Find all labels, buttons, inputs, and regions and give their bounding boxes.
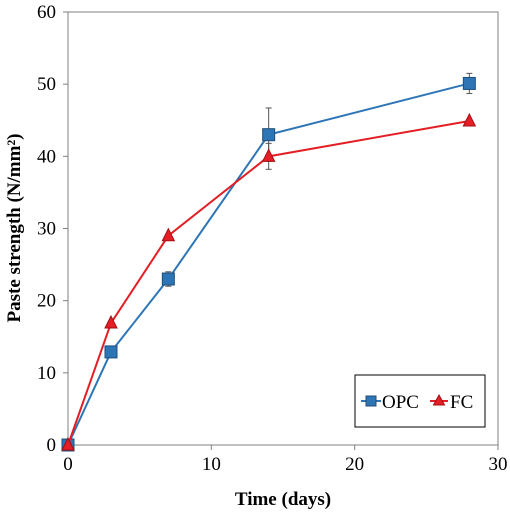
series-layer — [61, 72, 477, 452]
x-axis-ticks: 0 10 20 30 — [63, 445, 508, 475]
legend-fc-label: FC — [450, 392, 473, 413]
y-tick-label: 30 — [37, 219, 56, 240]
x-tick-label: 30 — [489, 454, 508, 475]
series-fc — [61, 112, 477, 451]
data-point-fc — [261, 148, 276, 162]
data-point-opc — [104, 345, 118, 359]
x-axis-title: Time (days) — [235, 489, 331, 510]
x-tick-label: 20 — [345, 454, 364, 475]
y-tick-label: 60 — [37, 2, 56, 23]
y-axis-ticks: 0 10 20 30 40 50 60 — [37, 2, 68, 456]
data-point-opc — [262, 128, 276, 142]
x-tick-label: 0 — [63, 454, 73, 475]
data-point-fc — [462, 112, 477, 127]
data-point-fc — [61, 436, 75, 451]
y-tick-label: 20 — [37, 291, 56, 312]
x-tick-label: 10 — [202, 454, 221, 475]
data-point-opc — [161, 272, 175, 286]
data-point-fc — [161, 227, 176, 242]
y-axis-title: Paste strength (N/mm²) — [4, 134, 25, 323]
legend-opc-marker — [365, 395, 377, 407]
series-opc — [61, 72, 476, 452]
data-point-opc — [462, 76, 476, 90]
y-tick-label: 50 — [37, 74, 56, 95]
legend-fc-marker — [432, 393, 446, 406]
y-tick-label: 10 — [37, 363, 56, 384]
legend: OPC FC — [354, 374, 486, 428]
y-tick-label: 40 — [37, 146, 56, 167]
y-tick-label: 0 — [47, 435, 57, 456]
data-point-fc — [104, 314, 118, 329]
legend-opc-label: OPC — [382, 392, 419, 413]
plot-area — [67, 11, 499, 446]
